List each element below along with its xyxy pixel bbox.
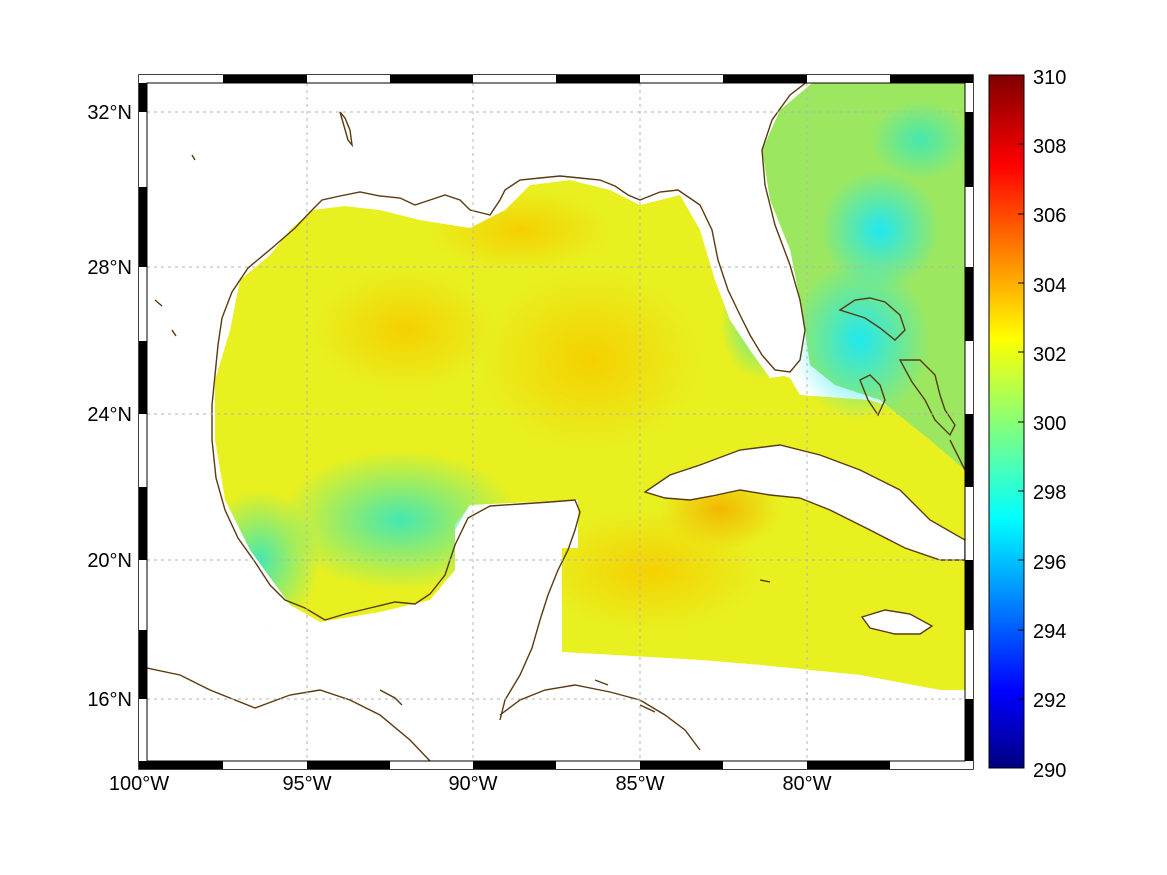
frame-top-seg [390, 75, 473, 83]
frame-bottom-seg [723, 761, 807, 769]
y-tick-label: 20°N [87, 550, 132, 572]
colorbar-tick-label: 308 [1033, 136, 1066, 158]
frame-right-seg [965, 83, 973, 112]
frame-top-seg [723, 75, 807, 83]
y-tick-label: 16°N [87, 689, 132, 711]
colorbar: 310 308 306 304 302 300 298 296 294 292 … [988, 67, 1066, 782]
frame-right-seg [965, 187, 973, 267]
central-america-coastline [147, 667, 431, 761]
frame-left-seg [139, 112, 147, 187]
frame-bottom-seg [807, 761, 890, 769]
north-gulf-islands [154, 111, 354, 337]
y-tick-label: 28°N [87, 257, 132, 279]
frame-right-seg [965, 267, 973, 341]
warm-core-west [315, 270, 495, 390]
frame-bottom-seg [307, 761, 390, 769]
frame-bottom-seg [390, 761, 473, 769]
frame-top-seg [473, 75, 556, 83]
caribbean-islets [379, 579, 771, 713]
colorbar-tick-label: 298 [1033, 482, 1066, 504]
frame-left-seg [139, 630, 147, 699]
y-tick-label: 32°N [87, 102, 132, 124]
x-tick-label: 100°W [109, 773, 169, 795]
colorbar-ticks [1018, 143, 1024, 700]
frame-left-seg [139, 187, 147, 267]
colorbar-tick-label: 300 [1033, 413, 1066, 435]
frame-bottom-seg [139, 761, 223, 769]
x-axis-labels: 100°W 95°W 90°W 85°W 80°W [109, 773, 832, 795]
cool-patch-atlantic-north [870, 100, 965, 180]
warm-core-central [480, 270, 700, 450]
frame-right-seg [965, 112, 973, 187]
colorbar-tick-label: 292 [1033, 690, 1066, 712]
frame-bottom-seg [890, 761, 973, 769]
florida-land [147, 83, 812, 640]
gridlines [147, 83, 965, 761]
frame-top-seg [223, 75, 307, 83]
colorbar-tick-label: 306 [1033, 205, 1066, 227]
frame-top-seg [307, 75, 390, 83]
us-gulf-coastline [311, 83, 807, 373]
cool-patch-atlantic [820, 170, 940, 290]
x-tick-label: 90°W [448, 773, 497, 795]
bahamas-islands [838, 297, 965, 471]
frame-bottom-seg [473, 761, 556, 769]
frame-right-seg [965, 487, 973, 560]
frame-left-seg [139, 341, 147, 414]
y-tick-label: 24°N [87, 404, 132, 426]
frame-inner [146, 82, 966, 762]
frame-top-seg [139, 75, 223, 83]
colorbar-tick-label: 310 [1033, 67, 1066, 89]
frame-left-seg [139, 487, 147, 560]
frame-top-seg [890, 75, 973, 83]
frame-right-seg [965, 560, 973, 630]
x-tick-label: 80°W [782, 773, 831, 795]
frame-bottom-seg [640, 761, 723, 769]
colorbar-tick-label: 296 [1033, 552, 1066, 574]
frame-left-seg [139, 414, 147, 487]
honduras-coastline [499, 684, 701, 751]
map-frame [138, 74, 974, 770]
colorbar-tick-label: 304 [1033, 275, 1066, 297]
colorbar-tick-label: 302 [1033, 344, 1066, 366]
frame-left-seg [139, 267, 147, 341]
y-axis-labels: 32°N 28°N 24°N 20°N 16°N [87, 102, 132, 711]
frame-left-seg [139, 560, 147, 630]
frame-bottom-seg [556, 761, 640, 769]
frame-top-seg [807, 75, 890, 83]
frame-top-seg [556, 75, 640, 83]
cool-patch-bahamas [790, 260, 930, 420]
jamaica-land [860, 609, 934, 635]
colorbar-tick-label: 294 [1033, 621, 1066, 643]
frame-right-seg [965, 630, 973, 699]
frame-left-seg [139, 83, 147, 112]
frame-bottom-seg [223, 761, 307, 769]
frame-right-seg [965, 414, 973, 487]
frame-right-seg [965, 341, 973, 414]
map-plot-area [147, 83, 965, 761]
frame-left-seg [139, 699, 147, 761]
frame-right-seg [965, 699, 973, 761]
x-tick-label: 95°W [282, 773, 331, 795]
colorbar-tick-label: 290 [1033, 760, 1066, 782]
warm-core-caribbean [540, 510, 760, 630]
yucatan-land [147, 500, 965, 761]
x-tick-label: 85°W [615, 773, 664, 795]
frame-top-seg [640, 75, 723, 83]
